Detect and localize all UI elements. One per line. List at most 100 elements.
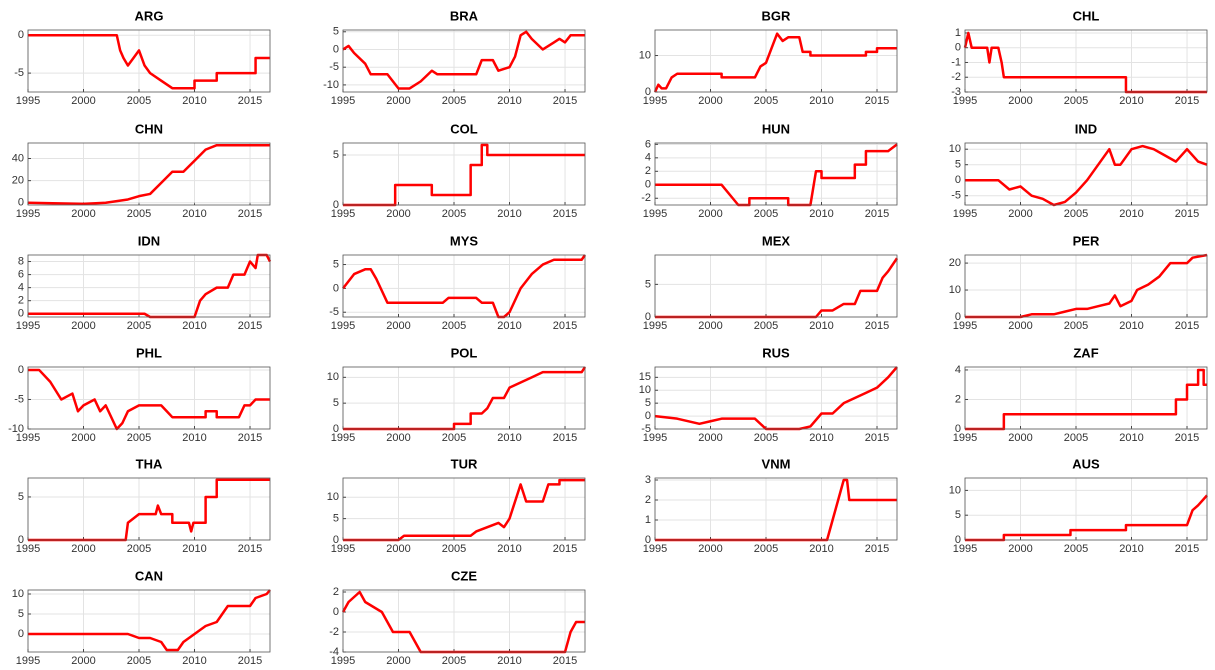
y-tick-label: 10 [327,491,339,503]
y-tick-label: 2 [955,393,961,405]
data-line [655,478,897,542]
axes-box [342,29,586,93]
y-tick-label: 4 [18,282,24,294]
x-tick-label: 2015 [1175,208,1199,220]
axes-box [964,29,1208,93]
y-tick-label: 0 [18,534,24,546]
y-tick-label: -2 [951,71,961,83]
y-tick-label: 0 [333,43,339,55]
x-tick-label: 2015 [865,543,889,555]
x-tick-label: 2000 [386,95,410,107]
x-tick-label: 2005 [1064,432,1088,444]
y-tick-label: 5 [333,26,339,38]
y-tick-label: 20 [949,257,961,269]
plot-area [28,367,270,429]
x-tick-label: 2010 [1119,320,1143,332]
plot-area [965,143,1207,205]
x-tick-label: 2010 [809,320,833,332]
axes-box [654,477,898,541]
y-tick-label: 0 [18,29,24,41]
x-tick-label: 2010 [809,208,833,220]
x-tick-label: 2015 [865,320,889,332]
x-tick-label: 2010 [182,95,206,107]
plot-area [343,30,585,92]
x-tick-label: 2015 [865,208,889,220]
chart-title: IND [1075,121,1097,136]
y-tick-label: 0 [645,534,651,546]
x-tick-label: 2005 [754,543,778,555]
y-tick-label: 2 [645,165,651,177]
x-tick-label: 2005 [442,543,466,555]
data-line [342,254,587,319]
x-tick-label: 2010 [182,208,206,220]
x-tick-label: 1995 [643,208,667,220]
data-line [28,368,270,431]
x-tick-label: 1995 [331,208,355,220]
x-tick-label: 2015 [238,432,262,444]
y-tick-label: 0 [955,42,961,54]
y-tick-label: 8 [18,255,24,267]
x-tick-label: 2010 [1119,543,1143,555]
y-tick-label: 5 [18,491,24,503]
x-tick-label: 2000 [1008,208,1032,220]
data-line [27,143,270,206]
x-tick-label: 1995 [643,95,667,107]
plot-area [343,255,585,317]
x-tick-label: 2015 [238,320,262,332]
y-tick-label: 0 [18,197,24,209]
y-tick-label: 0 [645,179,651,191]
y-tick-label: 4 [955,364,961,376]
x-tick-label: 2000 [386,208,410,220]
x-tick-label: 1995 [16,208,40,220]
y-tick-label: -10 [323,79,339,91]
plot-area [28,30,270,92]
x-tick-label: 2000 [71,95,95,107]
x-tick-label: 2005 [442,320,466,332]
y-tick-label: 5 [333,397,339,409]
chart-title: COL [450,121,478,136]
y-tick-label: 0 [955,423,961,435]
y-tick-label: -10 [8,423,24,435]
plot-area [655,478,897,540]
chart-title: PER [1073,233,1100,248]
y-tick-label: -5 [14,393,24,405]
data-line [653,32,897,93]
data-line [655,143,898,207]
y-tick-label: 0 [955,174,961,186]
y-tick-label: -5 [641,423,651,435]
chart-title: VNM [762,456,791,471]
y-tick-label: 10 [327,371,339,383]
x-tick-label: 2000 [71,655,95,667]
x-tick-label: 2015 [865,95,889,107]
chart-title: CAN [135,568,163,583]
chart-title: MEX [762,233,791,248]
plot-area [655,143,897,205]
x-tick-label: 1995 [953,208,977,220]
axes-box [342,142,586,206]
x-tick-label: 2000 [698,208,722,220]
axes-box [964,477,1208,541]
axes-box [964,142,1208,206]
x-tick-label: 2005 [127,320,151,332]
x-tick-label: 1995 [643,320,667,332]
data-line [655,257,899,319]
data-line [343,143,585,207]
data-line [654,366,898,431]
x-tick-label: 1995 [16,95,40,107]
data-line [28,589,271,652]
axes-box [654,29,898,93]
plot-area [343,590,585,652]
x-tick-label: 2005 [754,432,778,444]
x-tick-label: 2010 [182,432,206,444]
x-tick-label: 1995 [643,543,667,555]
x-tick-label: 2000 [1008,543,1032,555]
plot-area [28,590,270,652]
plot-area [965,367,1207,429]
x-tick-label: 2000 [386,432,410,444]
x-tick-label: 2005 [127,655,151,667]
y-tick-label: 0 [18,628,24,640]
x-tick-label: 2015 [553,655,577,667]
chart-title: RUS [762,345,790,360]
x-tick-label: 2015 [553,95,577,107]
